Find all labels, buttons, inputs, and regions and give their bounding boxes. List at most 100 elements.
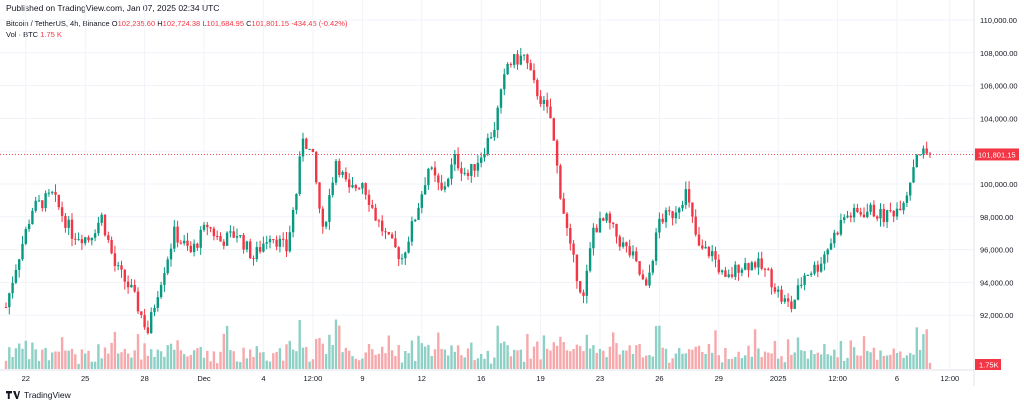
open-key: O xyxy=(111,19,118,28)
candle-body xyxy=(780,289,783,302)
candle-body xyxy=(291,210,295,233)
volume-bar xyxy=(390,350,394,369)
candle-body xyxy=(694,216,697,235)
footer-brand[interactable]: TradingView xyxy=(24,390,71,400)
volume-bar xyxy=(298,320,301,369)
volume-bar xyxy=(575,344,579,369)
volume-bar xyxy=(18,343,21,369)
candle-body xyxy=(529,63,532,71)
volume-bar xyxy=(463,357,466,369)
candle-body xyxy=(869,204,872,212)
candle-body xyxy=(513,54,516,65)
volume-bar xyxy=(80,349,84,369)
candle-body xyxy=(704,246,707,249)
candle-body xyxy=(496,107,499,130)
volume-bar xyxy=(843,360,846,369)
volume-bar xyxy=(767,352,770,369)
candle-body xyxy=(555,140,559,166)
volume-bar xyxy=(780,356,783,369)
candle-body xyxy=(423,185,427,195)
candle-body xyxy=(562,198,565,214)
volume-bar xyxy=(400,362,404,369)
candle-body xyxy=(328,195,331,222)
candle-body xyxy=(645,279,648,286)
candle-body xyxy=(262,243,265,252)
volume-bar xyxy=(588,348,592,369)
candle-body xyxy=(140,311,143,315)
volume-bar xyxy=(592,345,595,369)
published-header: Published on TradingView.com, Jan 07, 20… xyxy=(6,3,220,13)
candle-body xyxy=(757,258,760,268)
volume-bar xyxy=(90,361,93,369)
volume-bar xyxy=(829,355,833,369)
volume-bar xyxy=(671,358,674,369)
candle-body xyxy=(697,234,701,246)
volume-bar xyxy=(724,348,727,369)
candle-body xyxy=(678,208,681,213)
volume-bar xyxy=(730,358,734,369)
volume-bar xyxy=(51,352,54,369)
volume-bar xyxy=(909,353,912,369)
volume-bar xyxy=(456,345,460,369)
volume-bar xyxy=(796,337,800,369)
candle-body xyxy=(473,164,476,171)
candle-body xyxy=(57,194,60,208)
volume-bar xyxy=(885,355,889,369)
volume-bar xyxy=(641,357,645,369)
volume-bar xyxy=(117,353,120,369)
volume-bar xyxy=(186,356,189,369)
candle-body xyxy=(483,154,486,158)
low-value: 101,684.95 xyxy=(206,19,245,28)
symbol-label[interactable]: Bitcoin / TetherUS, 4h, Binance xyxy=(6,19,110,28)
candle-body xyxy=(367,194,371,205)
candle-body xyxy=(806,274,810,276)
tradingview-logo-icon[interactable] xyxy=(6,390,20,400)
volume-bar xyxy=(691,349,694,369)
volume-bar xyxy=(582,351,585,369)
candle-body xyxy=(166,259,169,274)
candle-body xyxy=(272,239,275,241)
candle-body xyxy=(773,287,777,292)
candle-body xyxy=(311,148,315,153)
candle-body xyxy=(549,106,552,119)
volume-label[interactable]: Vol · BTC xyxy=(6,30,39,39)
candle-body xyxy=(341,171,344,175)
volume-value: 1.75 K xyxy=(40,30,62,39)
volume-bar xyxy=(433,349,437,369)
candle-body xyxy=(793,299,796,309)
volume-bar xyxy=(295,351,298,369)
volume-bar xyxy=(150,349,153,369)
candle-body xyxy=(664,210,668,223)
volume-bar xyxy=(526,333,529,369)
candle-body xyxy=(522,54,526,56)
volume-bar xyxy=(905,355,909,369)
candle-body xyxy=(829,243,833,250)
candle-body xyxy=(364,183,367,195)
volume-bar xyxy=(813,354,816,369)
volume-bar xyxy=(532,346,536,369)
candle-body xyxy=(509,63,513,65)
volume-bar xyxy=(760,357,763,369)
volume-bar xyxy=(120,352,123,369)
candle-body xyxy=(117,265,120,267)
volume-bar xyxy=(925,329,928,369)
candle-body xyxy=(539,96,542,105)
candle-body xyxy=(572,243,575,255)
candle-body xyxy=(579,281,582,293)
candle-body xyxy=(404,252,407,259)
volume-bar xyxy=(460,355,463,369)
volume-bar xyxy=(285,344,288,369)
volume-bar xyxy=(826,354,829,369)
candle-body xyxy=(249,241,252,259)
volume-bar xyxy=(387,335,390,369)
candle-body xyxy=(400,258,404,260)
volume-bar xyxy=(225,325,229,369)
candle-body xyxy=(846,215,849,218)
volume-bar xyxy=(4,360,8,369)
volume-bar xyxy=(631,353,635,369)
volume-bar xyxy=(806,358,810,369)
candle-body xyxy=(186,240,189,246)
time-tick-label: 29 xyxy=(715,374,723,383)
candle-body xyxy=(608,213,612,223)
